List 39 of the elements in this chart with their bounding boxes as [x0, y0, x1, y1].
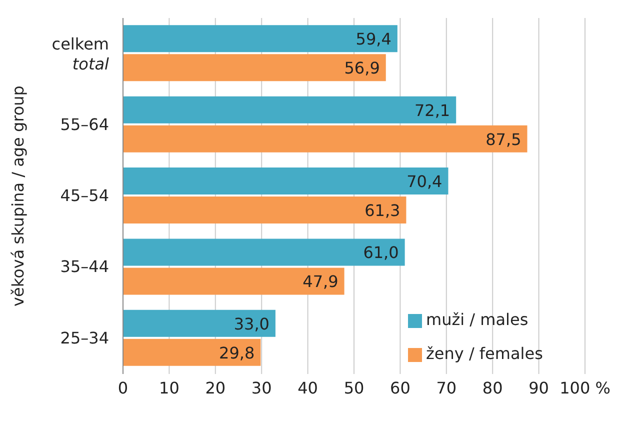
- y-tick-label: 25–34: [60, 328, 109, 348]
- x-tick-label: 60: [390, 378, 410, 398]
- bar: [123, 54, 386, 82]
- data-label: 33,0: [234, 314, 270, 334]
- data-label: 61,0: [363, 243, 399, 262]
- bar: [123, 338, 261, 366]
- y-tick-label: 35–44: [60, 257, 109, 276]
- bar: [123, 268, 344, 295]
- x-tick-label: 30: [251, 378, 272, 398]
- x-tick-label: 0: [118, 378, 128, 398]
- y-tick-label: 55–64: [60, 114, 109, 134]
- x-tick-label: 20: [205, 378, 226, 398]
- bar: [123, 25, 398, 52]
- bar: [123, 238, 405, 266]
- y-axis-title: věková skupina / age group: [8, 86, 28, 306]
- x-tick-label: 90: [528, 378, 549, 398]
- x-tick-label: 80: [482, 378, 503, 398]
- bar: [123, 96, 456, 124]
- data-label: 29,8: [219, 343, 255, 362]
- bar: [123, 168, 448, 195]
- data-label: 70,4: [406, 172, 442, 192]
- x-tick-label: 10: [159, 378, 180, 398]
- data-label: 72,1: [414, 100, 450, 120]
- data-label: 47,9: [302, 272, 338, 292]
- data-label: 56,9: [344, 58, 380, 78]
- data-label: 59,4: [356, 30, 392, 49]
- legend-label: ženy / females: [426, 344, 543, 363]
- x-tick-label: 50: [344, 378, 364, 398]
- legend-label: muži / males: [426, 310, 528, 329]
- x-tick-label: 100 %: [560, 378, 610, 398]
- y-tick-label: celkem total: [52, 34, 110, 74]
- x-tick-label: 70: [436, 378, 457, 398]
- bar: [123, 310, 276, 337]
- data-label: 87,5: [486, 130, 522, 149]
- bar: [123, 196, 406, 224]
- x-tick-label: 40: [298, 378, 318, 398]
- data-label: 61,3: [364, 201, 400, 220]
- y-tick-label: 45–54: [60, 186, 109, 205]
- bar: [123, 125, 528, 152]
